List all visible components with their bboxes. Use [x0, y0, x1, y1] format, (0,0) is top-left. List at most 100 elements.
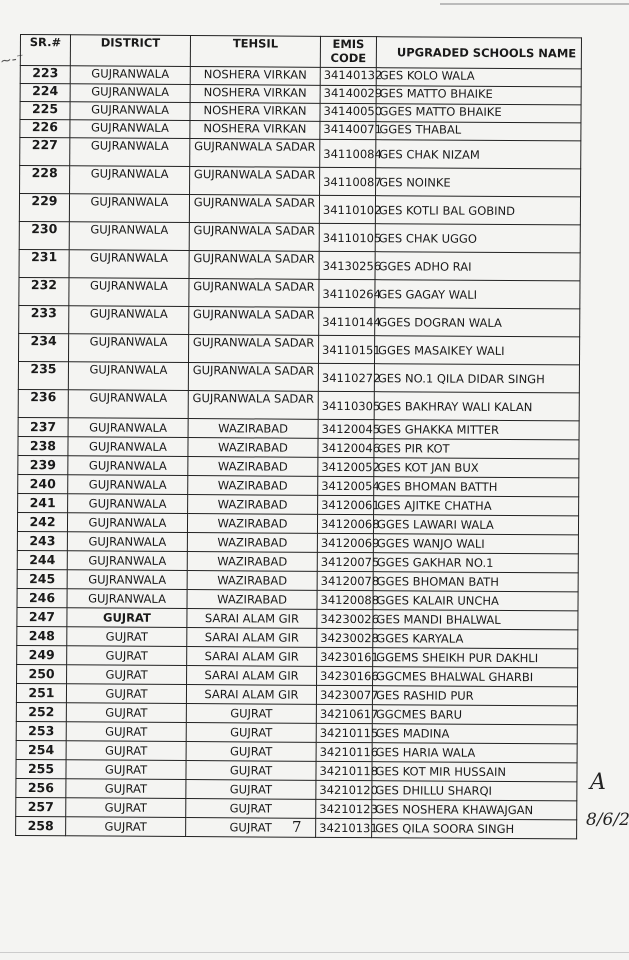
cell-name: GES CHAK NIZAM	[375, 139, 581, 169]
cell-emis: 34210115	[316, 723, 378, 743]
table-row: 230 GUJRANWALA GUJRANWALA SADAR 34110105 GES…	[19, 221, 581, 253]
header-school-name: UPGRADED SCHOOLS NAME	[376, 36, 582, 69]
table-row: 235 GUJRANWALA GUJRANWALA SADAR 34110272 GES…	[18, 361, 580, 393]
cell-tehsil: GUJRANWALA SADAR	[188, 334, 319, 364]
table-row: 236 GUJRANWALA GUJRANWALA SADAR 34110305 GES…	[18, 389, 580, 421]
cell-district: GUJRANWALA	[69, 165, 190, 195]
cell-tehsil: WAZIRABAD	[187, 475, 318, 496]
cell-name: GGES KARYALA	[372, 628, 578, 649]
cell-district: GUJRANWALA	[68, 305, 189, 335]
table-body: 223 GUJRANWALA NOSHERA VIRKAN 34140132 GES K…	[15, 65, 582, 839]
cell-name: GES HARIA WALA	[372, 742, 578, 763]
cell-district: GUJRAT	[66, 626, 187, 647]
header-emis-code: EMIS CODE	[320, 36, 377, 68]
cell-name: GES KOT MIR HUSSAIN	[371, 761, 578, 782]
cell-name: GGES KALAIR UNCHA	[372, 590, 579, 611]
cell-name: GGES MASAIKEY WALI	[374, 335, 580, 365]
cell-sr: 229	[19, 193, 70, 222]
cell-district: GUJRAT	[65, 778, 186, 799]
cell-sr: 237	[18, 417, 69, 437]
cell-name: GGES THABAL	[375, 121, 581, 141]
cell-sr: 227	[19, 137, 70, 166]
cell-name: GGCMES BARU	[372, 704, 578, 725]
cell-district: GUJRAT	[66, 740, 187, 761]
cell-sr: 244	[17, 550, 68, 570]
table-row: 234 GUJRANWALA GUJRANWALA SADAR 34110151 GGE…	[18, 333, 580, 365]
cell-emis: 34230161	[316, 647, 379, 667]
cell-tehsil: WAZIRABAD	[186, 589, 318, 610]
cell-tehsil: GUJRANWALA SADAR	[189, 166, 320, 196]
cell-emis: 34120069	[317, 533, 379, 553]
cell-district: GUJRANWALA	[69, 101, 191, 121]
cell-emis: 34230077	[316, 685, 379, 705]
cell-tehsil: GUJRANWALA SADAR	[188, 390, 319, 420]
cell-emis: 34140029	[320, 85, 382, 104]
cell-sr: 231	[19, 249, 70, 278]
signature-date: 8/6/20	[586, 810, 629, 830]
cell-emis: 34120075	[317, 552, 379, 572]
table-header-row: SR.# DISTRICT TEHSIL EMIS CODE UPGRADED …	[20, 34, 582, 69]
cell-name: GES PIR KOT	[373, 438, 580, 459]
cell-name: GES KOT JAN BUX	[373, 457, 579, 478]
signature-initial: A	[590, 770, 606, 795]
cell-district: GUJRAT	[66, 721, 187, 742]
cell-name: GGEMS SHEIKH PUR DAKHLI	[372, 647, 578, 668]
scan-edge-line	[440, 3, 629, 5]
cell-name: GES MANDI BHALWAL	[372, 609, 578, 630]
header-sr: SR.#	[20, 34, 71, 66]
cell-sr: 245	[17, 569, 68, 589]
cell-sr: 249	[16, 645, 67, 665]
cell-tehsil: WAZIRABAD	[188, 418, 319, 439]
cell-district: GUJRANWALA	[70, 65, 191, 85]
cell-name: GGCMES BHALWAL GHARBI	[372, 666, 578, 687]
cell-emis: 34110151	[318, 335, 381, 364]
table-row: 231 GUJRANWALA GUJRANWALA SADAR 34130256 GGE…	[19, 249, 581, 281]
cell-sr: 240	[17, 474, 68, 494]
cell-emis: 34120052	[317, 457, 380, 477]
cell-name: GES RASHID PUR	[372, 685, 578, 706]
cell-tehsil: GUJRANWALA SADAR	[189, 222, 320, 252]
cell-emis: 34140050	[319, 103, 382, 122]
cell-tehsil: SARAI ALAM GIR	[186, 665, 317, 686]
cell-district: GUJRANWALA	[70, 83, 191, 103]
cell-sr: 223	[20, 65, 71, 84]
cell-tehsil: NOSHERA VIRKAN	[190, 84, 321, 104]
cell-sr: 250	[16, 664, 67, 684]
cell-district: GUJRANWALA	[67, 512, 188, 533]
cell-sr: 251	[16, 683, 67, 703]
cell-sr: 230	[19, 221, 70, 250]
cell-sr: 238	[17, 436, 69, 456]
cell-tehsil: GUJRANWALA SADAR	[188, 306, 319, 336]
cell-district: GUJRAT	[66, 607, 187, 628]
cell-district: GUJRAT	[65, 816, 186, 837]
cell-sr: 252	[16, 702, 67, 722]
cell-emis: 34110084	[319, 139, 382, 168]
cell-district: GUJRANWALA	[68, 361, 189, 391]
cell-emis: 34140071	[319, 121, 382, 140]
cell-name: GES AJITKE CHATHA	[373, 495, 579, 516]
cell-tehsil: WAZIRABAD	[187, 551, 318, 572]
cell-sr: 243	[17, 531, 68, 551]
cell-tehsil: GUJRANWALA SADAR	[189, 138, 320, 168]
cell-tehsil: SARAI ALAM GIR	[186, 627, 317, 648]
cell-tehsil: GUJRANWALA SADAR	[188, 278, 320, 308]
cell-tehsil: GUJRAT	[186, 722, 317, 743]
cell-tehsil: GUJRAT	[185, 779, 316, 800]
cell-emis: 34210123	[315, 799, 378, 819]
cell-name: GES GHAKKA MITTER	[374, 419, 580, 440]
cell-name: GES NOSHERA KHAWAJGAN	[371, 799, 577, 820]
cell-name: GGES GAKHAR NO.1	[373, 552, 579, 573]
cell-sr: 247	[16, 607, 67, 627]
table-row: 229 GUJRANWALA GUJRANWALA SADAR 34110102 GES…	[19, 193, 581, 225]
cell-district: GUJRANWALA	[66, 588, 188, 609]
cell-tehsil: GUJRAT	[186, 703, 317, 724]
cell-emis: 34210617	[316, 704, 378, 724]
cell-name: GES MATTO BHAIKE	[376, 85, 582, 105]
cell-name: GES BAKHRAY WALI KALAN	[374, 391, 580, 421]
cell-district: GUJRANWALA	[67, 474, 188, 495]
cell-sr: 257	[15, 797, 66, 817]
cell-name: GES MADINA	[372, 723, 578, 744]
cell-district: GUJRANWALA	[67, 531, 188, 552]
cell-tehsil: WAZIRABAD	[187, 437, 319, 458]
cell-tehsil: NOSHERA VIRKAN	[189, 102, 321, 122]
